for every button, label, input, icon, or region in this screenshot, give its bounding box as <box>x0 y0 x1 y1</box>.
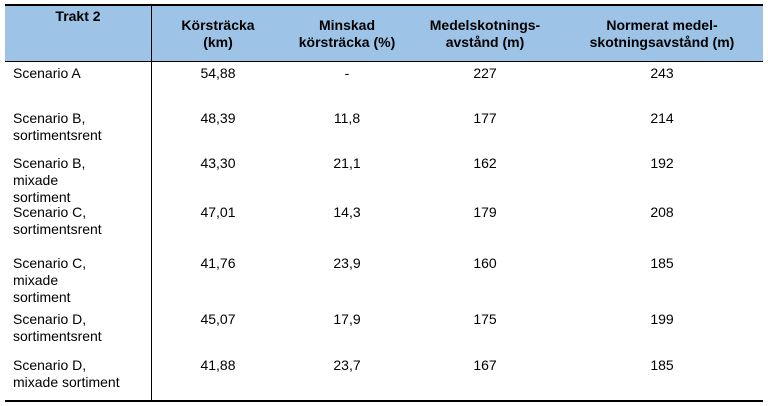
header-minskad: Minskad körsträcka (%) <box>285 6 409 60</box>
header-trakt: Trakt 2 <box>5 6 151 60</box>
row-label: Scenario B, mixade sortiment <box>13 155 151 206</box>
header-text: Trakt 2 <box>55 8 101 24</box>
row-label-line: mixade <box>13 172 59 188</box>
row-label-line: Scenario B, <box>13 110 86 126</box>
cell-medelskotning: 179 <box>473 204 497 220</box>
column-divider <box>151 4 152 402</box>
cell-medelskotning: 160 <box>473 255 497 271</box>
row-label: Scenario B, sortimentsrent <box>13 110 151 144</box>
cell-normerat: 243 <box>650 65 674 81</box>
row-label: Scenario C, sortimentsrent <box>13 204 151 238</box>
header-normerat: Normerat medel- skotningsavstånd (m) <box>561 6 763 60</box>
cell-korstracka: 54,88 <box>200 65 236 81</box>
table-bottom-border <box>5 400 763 402</box>
header-medelskotning: Medelskotnings- avstånd (m) <box>409 6 561 60</box>
cell-normerat: 208 <box>650 204 674 220</box>
header-text: Normerat medel- <box>606 17 718 33</box>
cell-korstracka: 48,39 <box>200 110 236 126</box>
header-text: Körsträcka <box>181 17 255 33</box>
cell-normerat: 192 <box>650 155 674 171</box>
cell-korstracka: 43,30 <box>200 155 236 171</box>
cell-minskad: 17,9 <box>333 311 361 327</box>
header-text: avstånd (m) <box>445 34 525 50</box>
row-label: Scenario D, sortimentsrent <box>13 311 151 345</box>
cell-medelskotning: 167 <box>473 357 497 373</box>
row-label-line: sortimentsrent <box>13 221 102 237</box>
cell-minskad: 23,7 <box>333 357 361 373</box>
cell-medelskotning: 175 <box>473 311 497 327</box>
cell-minskad: 23,9 <box>333 255 361 271</box>
cell-korstracka: 47,01 <box>200 204 236 220</box>
cell-minskad: 11,8 <box>333 110 361 126</box>
row-label: Scenario C, mixade sortiment <box>13 255 151 306</box>
cell-minskad: - <box>344 65 350 81</box>
cell-minskad: 21,1 <box>333 155 361 171</box>
cell-medelskotning: 162 <box>473 155 497 171</box>
cell-normerat: 185 <box>650 357 674 373</box>
cell-korstracka: 41,88 <box>200 357 236 373</box>
header-text: Minskad <box>318 17 375 33</box>
header-text: körsträcka (%) <box>298 34 396 50</box>
row-label-line: sortiment <box>13 189 71 205</box>
cell-medelskotning: 227 <box>473 65 497 81</box>
cell-medelskotning: 177 <box>473 110 497 126</box>
header-text: Medelskotnings- <box>429 17 541 33</box>
row-label: Scenario D, mixade sortiment <box>13 357 151 391</box>
row-label-line: sortimentsrent <box>13 328 102 344</box>
row-label-line: Scenario B, <box>13 155 86 171</box>
row-label-line: Scenario D, <box>13 357 87 373</box>
table-header <box>5 4 763 62</box>
row-label-line: mixade sortiment <box>13 374 120 390</box>
row-label-line: Scenario D, <box>13 311 87 327</box>
row-label-line: sortiment <box>13 289 71 305</box>
cell-normerat: 214 <box>650 110 674 126</box>
row-label-line: Scenario C, <box>13 255 87 271</box>
cell-korstracka: 41,76 <box>200 255 236 271</box>
row-label-line: Scenario C, <box>13 204 87 220</box>
header-text: skotningsavstånd (m) <box>589 34 735 50</box>
cell-normerat: 185 <box>650 255 674 271</box>
header-text: (km) <box>203 34 233 50</box>
row-label-line: mixade <box>13 272 59 288</box>
row-label: Scenario A <box>13 65 151 82</box>
row-label-line: Scenario A <box>13 65 81 81</box>
header-korstracka: Körsträcka (km) <box>151 6 285 60</box>
data-table: Trakt 2 Körsträcka (km) Minskad körsträc… <box>5 4 763 402</box>
cell-normerat: 199 <box>650 311 674 327</box>
cell-korstracka: 45,07 <box>200 311 236 327</box>
cell-minskad: 14,3 <box>333 204 361 220</box>
row-label-line: sortimentsrent <box>13 127 102 143</box>
